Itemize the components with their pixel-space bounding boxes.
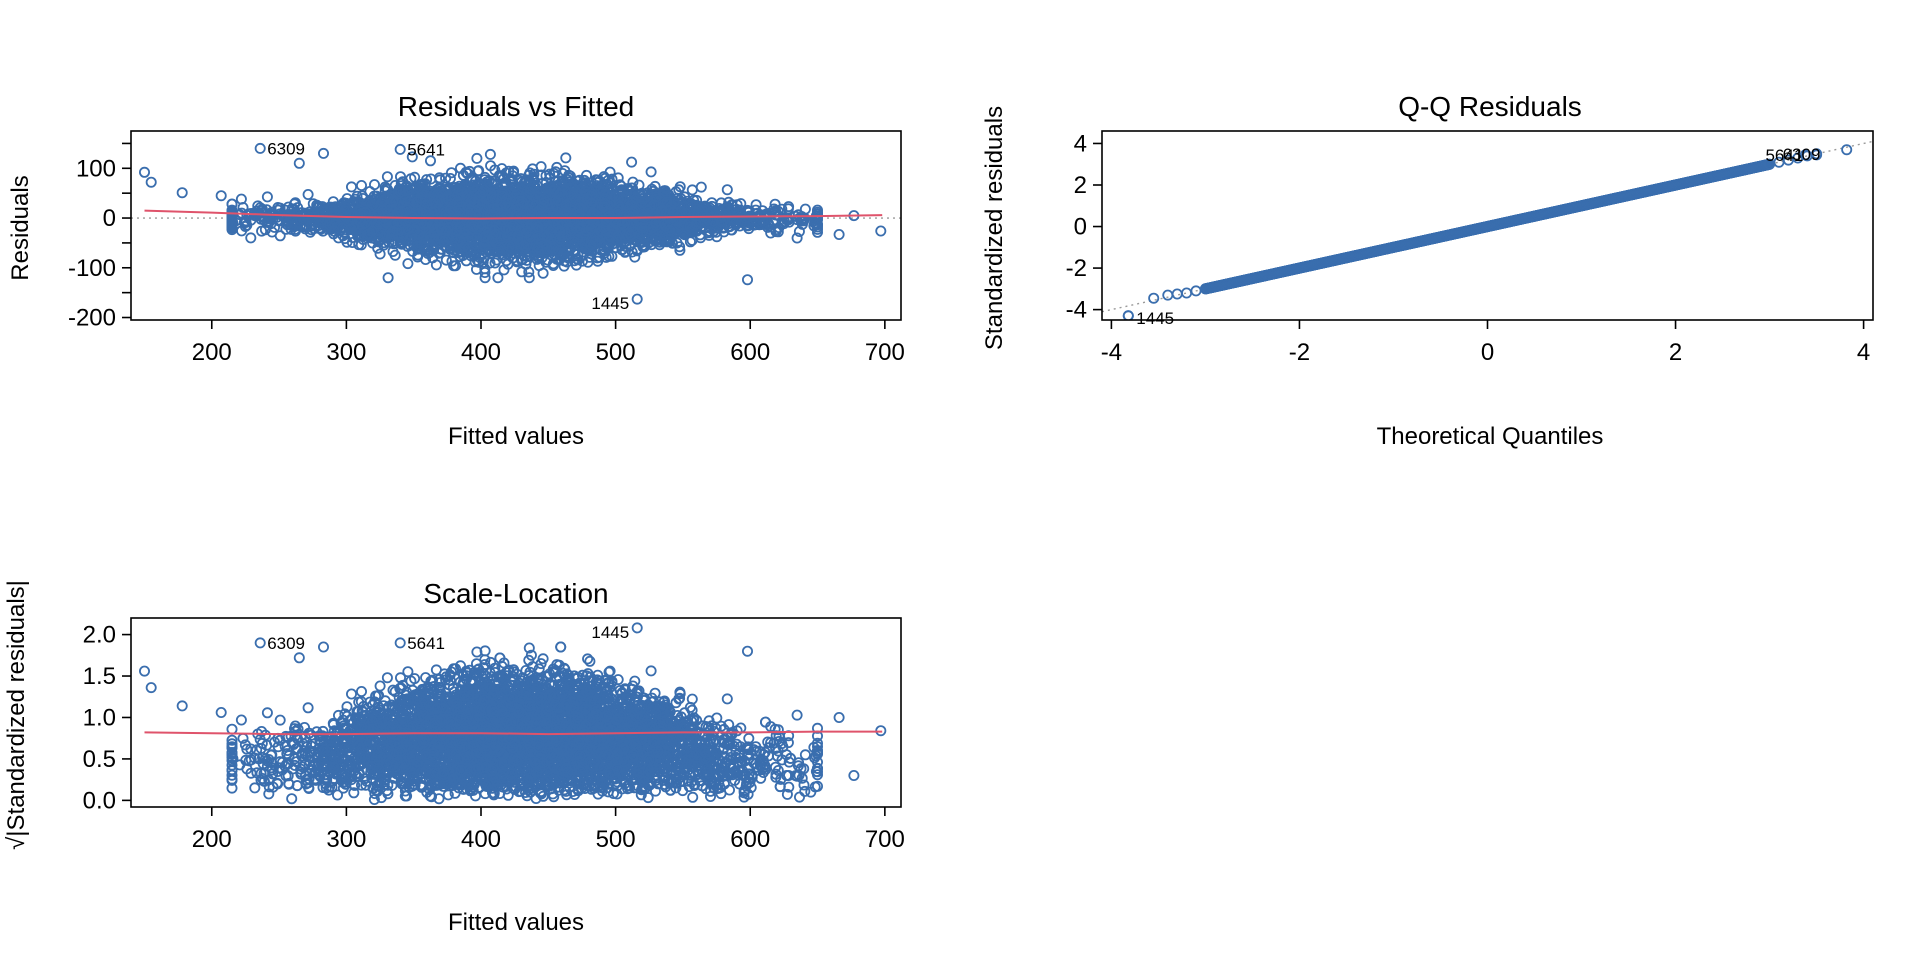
data-point (492, 272, 504, 284)
data-point (274, 230, 286, 242)
data-point (374, 248, 386, 260)
data-point (472, 165, 484, 177)
data-point (489, 175, 501, 187)
data-point (606, 173, 618, 185)
data-point (765, 227, 777, 239)
data-point (226, 216, 238, 228)
data-point (648, 185, 660, 197)
data-point (385, 230, 397, 242)
x-axis-label: Fitted values (448, 423, 584, 450)
data-point (791, 232, 803, 244)
data-point (345, 181, 357, 193)
data-point (772, 226, 784, 238)
data-point (523, 266, 535, 278)
data-point (261, 191, 273, 203)
data-point (434, 174, 446, 186)
data-point (535, 161, 547, 173)
data-points (138, 142, 887, 305)
data-point (659, 185, 671, 197)
data-point (644, 199, 656, 211)
data-point (387, 245, 399, 257)
data-point (591, 176, 603, 188)
data-point (339, 226, 351, 238)
data-point (364, 227, 376, 239)
data-point (695, 181, 707, 193)
y-axis-label: Residuals (7, 175, 34, 280)
data-point (523, 272, 535, 284)
data-point (556, 175, 568, 187)
data-point (540, 170, 552, 182)
data-point (674, 244, 686, 256)
data-point (645, 166, 657, 178)
data-point (684, 236, 696, 248)
data-point (363, 196, 375, 208)
data-point (793, 225, 805, 237)
data-point (389, 179, 401, 191)
data-point (468, 250, 480, 262)
chart-title: Residuals vs Fitted (398, 91, 635, 122)
plot-area (131, 142, 901, 305)
data-point (491, 254, 503, 266)
data-point (721, 184, 733, 196)
data-point (445, 167, 457, 179)
data-point (604, 191, 616, 203)
data-point (370, 193, 382, 205)
data-point (281, 218, 293, 230)
data-point (405, 173, 417, 185)
data-point (226, 204, 238, 216)
data-point (355, 179, 367, 191)
data-point (381, 171, 393, 183)
data-point (239, 220, 251, 232)
data-point (649, 180, 661, 192)
residuals-vs-fitted-panel: Residuals vs Fitted Fitted values Residu… (7, 91, 905, 450)
data-point (675, 193, 687, 205)
data-point (419, 178, 431, 190)
data-point (280, 223, 292, 235)
data-point (274, 202, 286, 214)
data-point (690, 203, 702, 215)
data-point (489, 164, 501, 176)
data-point (517, 253, 529, 265)
data-point (674, 241, 686, 253)
data-point (379, 181, 391, 193)
data-point (498, 264, 510, 276)
data-point (619, 246, 631, 258)
data-point (444, 172, 456, 184)
data-point (606, 250, 618, 262)
data-point (661, 196, 673, 208)
data-point (440, 254, 452, 266)
data-point (484, 257, 496, 269)
data-point (728, 204, 740, 216)
data-point (770, 224, 782, 236)
data-point (783, 201, 795, 213)
data-point (479, 266, 491, 278)
data-point (677, 227, 689, 239)
data-point (503, 165, 515, 177)
data-point (612, 172, 624, 184)
data-point (289, 197, 301, 209)
data-point (668, 196, 680, 208)
data-point (382, 272, 394, 284)
data-point (471, 152, 483, 164)
data-point (626, 156, 638, 168)
data-point (394, 171, 406, 183)
data-point (731, 199, 743, 211)
data-point (424, 155, 436, 167)
data-point (440, 172, 452, 184)
data-point (426, 240, 438, 252)
data-point (399, 194, 411, 206)
data-point (812, 219, 824, 231)
